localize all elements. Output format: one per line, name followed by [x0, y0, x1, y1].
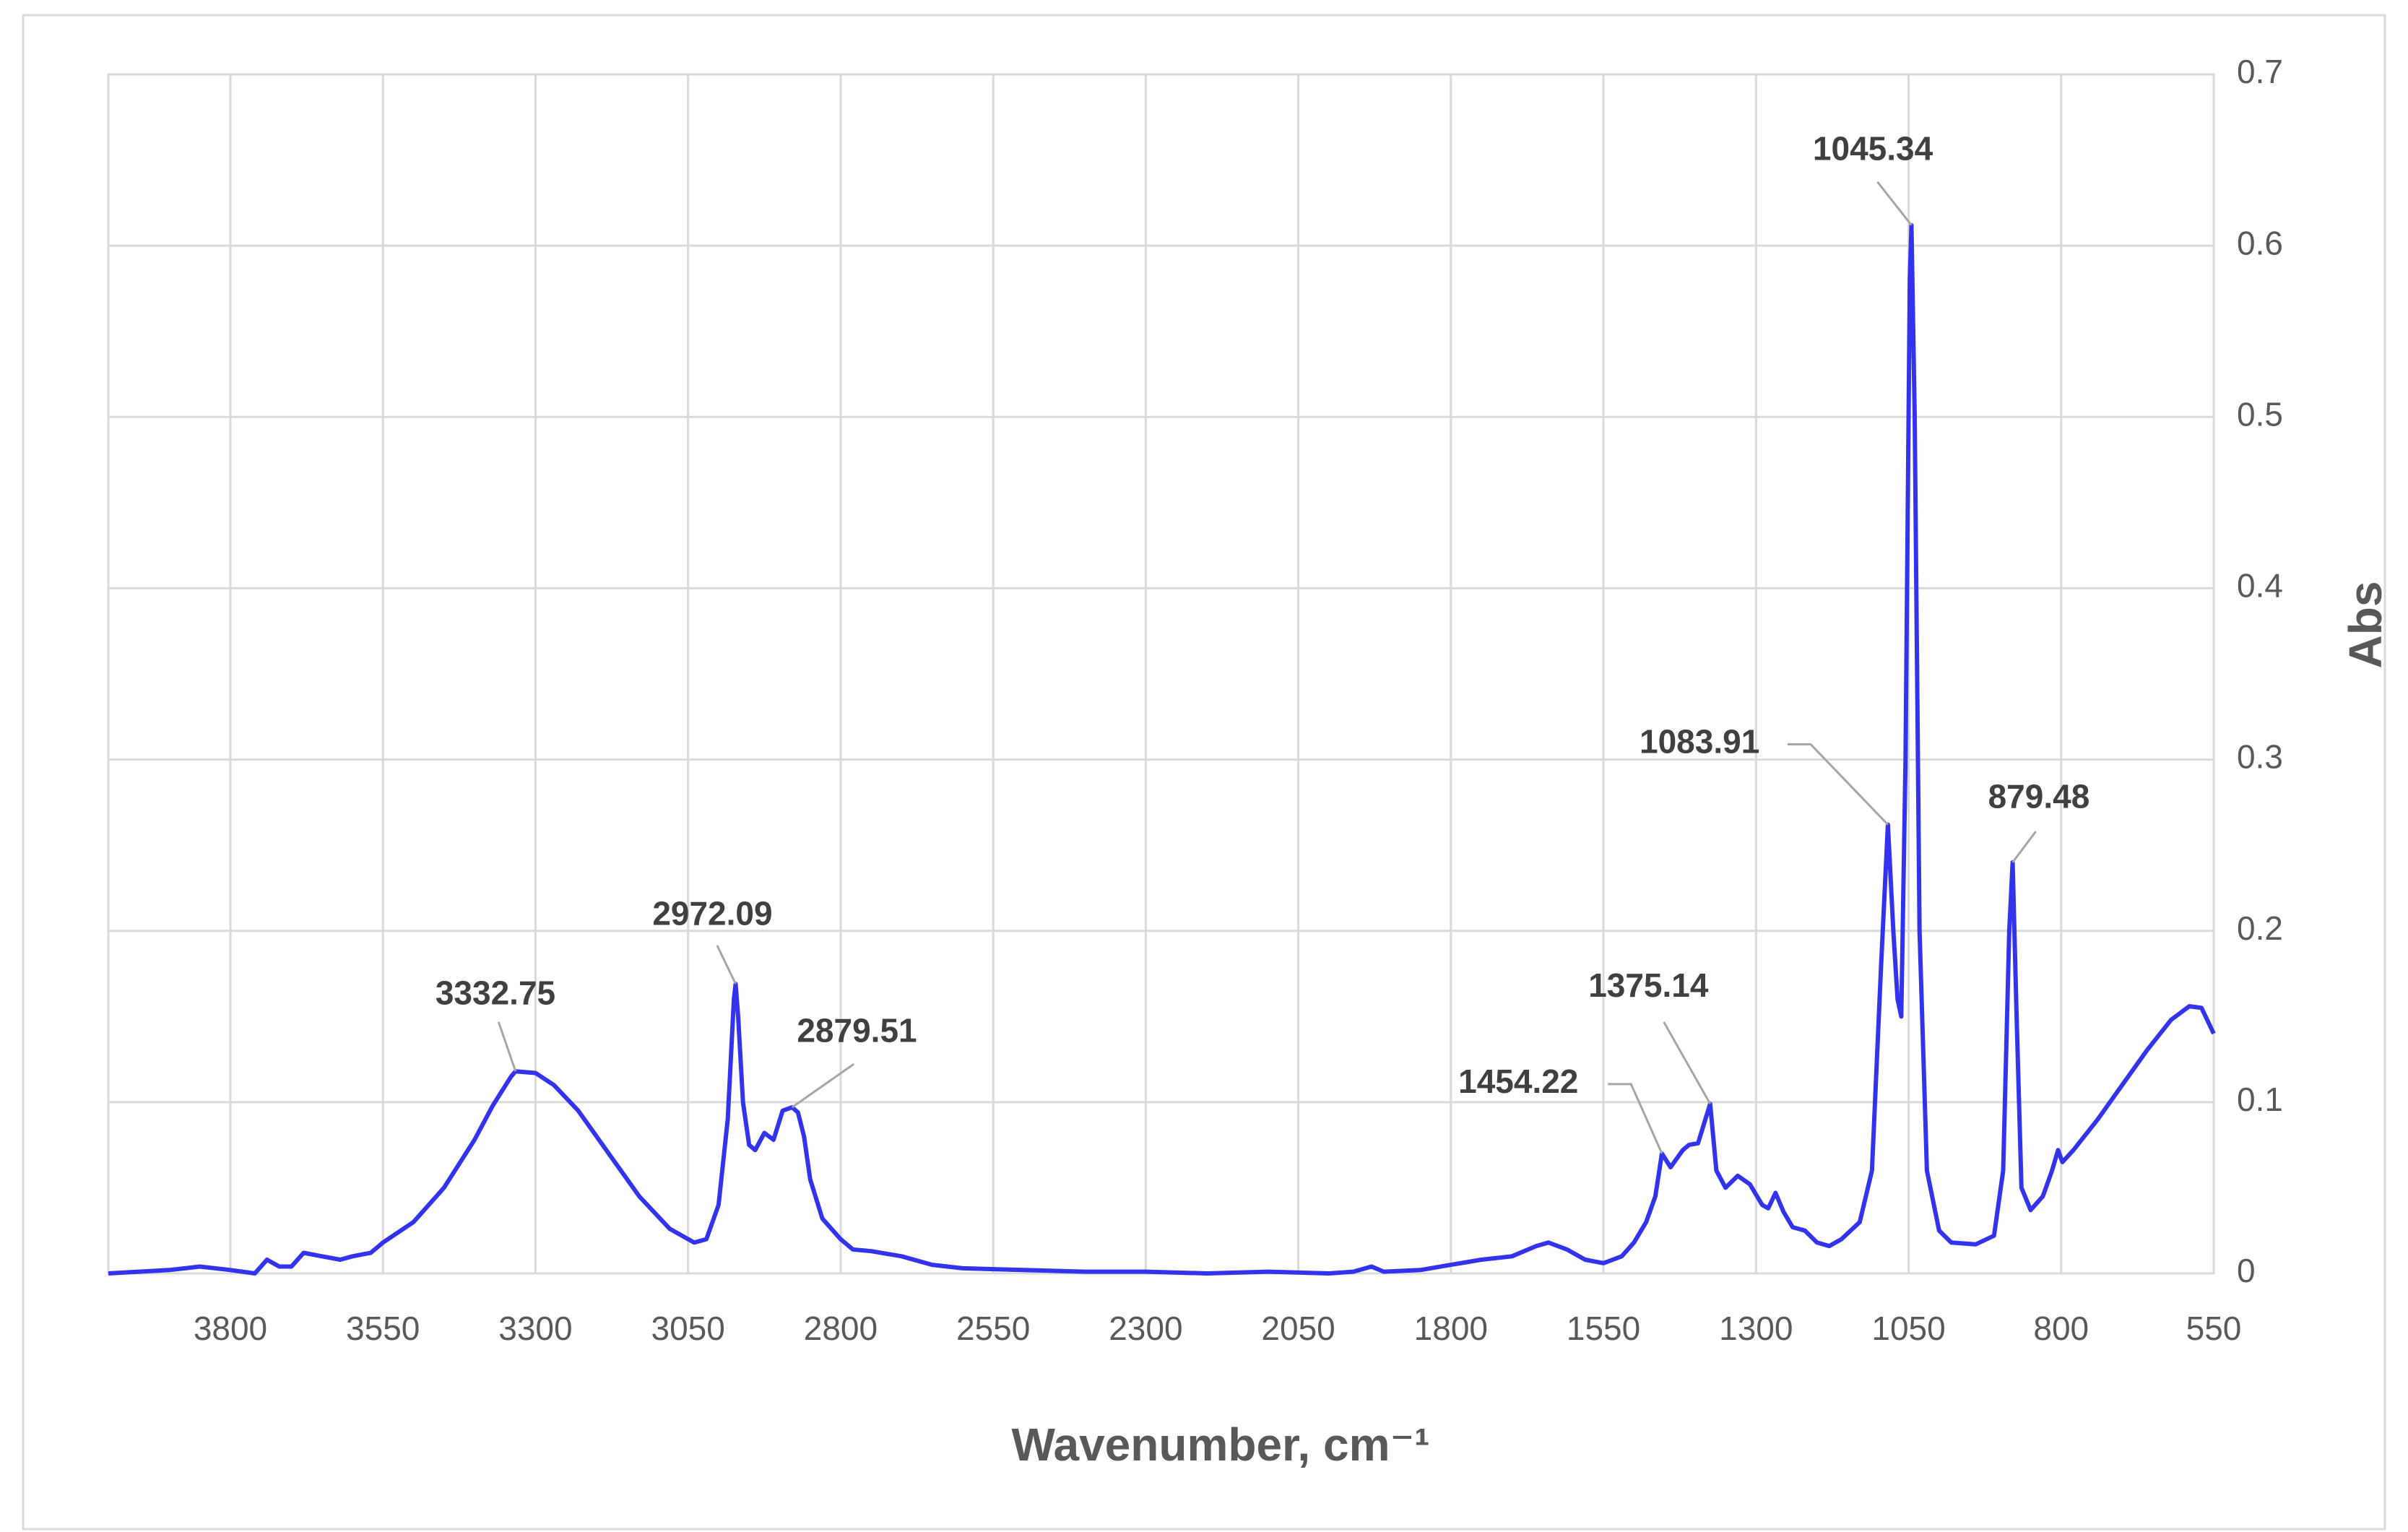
y-tick-label: 0.7: [2237, 53, 2283, 90]
x-tick-label: 2550: [956, 1310, 1030, 1347]
plot-area: [107, 73, 2215, 1275]
leader-line: [497, 1021, 517, 1072]
x-tick-label: 550: [2186, 1310, 2242, 1347]
x-tick-label: 2300: [1109, 1310, 1182, 1347]
y-tick-label: 0.5: [2237, 395, 2283, 433]
x-axis-title: Wavenumber, cm⁻¹: [1011, 1419, 1429, 1471]
y-tick-label: 0.3: [2237, 738, 2283, 776]
spectrum-line: [108, 222, 2216, 1276]
y-tick-label: 0.4: [2237, 567, 2283, 605]
peak-label: 1454.22: [1458, 1063, 1578, 1100]
leader-line: [1787, 743, 1889, 826]
peak-label: 1375.14: [1588, 966, 1709, 1004]
leader-line: [1663, 1021, 1712, 1104]
peak-label: 3332.75: [436, 974, 555, 1012]
peak-label: 1083.91: [1640, 723, 1759, 761]
leader-line: [1876, 181, 1913, 226]
peak-label: 2972.09: [652, 894, 772, 932]
peak-label: 2879.51: [797, 1012, 917, 1050]
x-tick-label: 3300: [498, 1310, 572, 1347]
y-axis-title: Abs: [2339, 581, 2391, 669]
x-tick-label: 3800: [194, 1310, 267, 1347]
x-tick-label: 1300: [1719, 1310, 1793, 1347]
x-tick-label: 2800: [804, 1310, 878, 1347]
y-tick-label: 0.6: [2237, 224, 2283, 261]
peak-label: 1045.34: [1813, 129, 1933, 167]
y-tick-label: 0.2: [2237, 909, 2283, 947]
x-tick-label: 2050: [1261, 1310, 1335, 1347]
x-tick-label: 1800: [1414, 1310, 1488, 1347]
leader-line: [791, 1063, 855, 1109]
leader-line: [1608, 1083, 1663, 1154]
leader-line: [2011, 831, 2037, 863]
x-tick-label: 1050: [1871, 1310, 1945, 1347]
x-tick-label: 3550: [346, 1310, 420, 1347]
x-tick-label: 3050: [651, 1310, 725, 1347]
leader-line: [716, 945, 737, 984]
peak-label: 879.48: [1988, 777, 2090, 815]
y-tick-label: 0.1: [2237, 1081, 2283, 1118]
chart-border: [22, 14, 2386, 1531]
x-tick-label: 800: [2033, 1310, 2089, 1347]
x-tick-label: 1550: [1567, 1310, 1640, 1347]
y-tick-label: 0: [2237, 1252, 2256, 1289]
